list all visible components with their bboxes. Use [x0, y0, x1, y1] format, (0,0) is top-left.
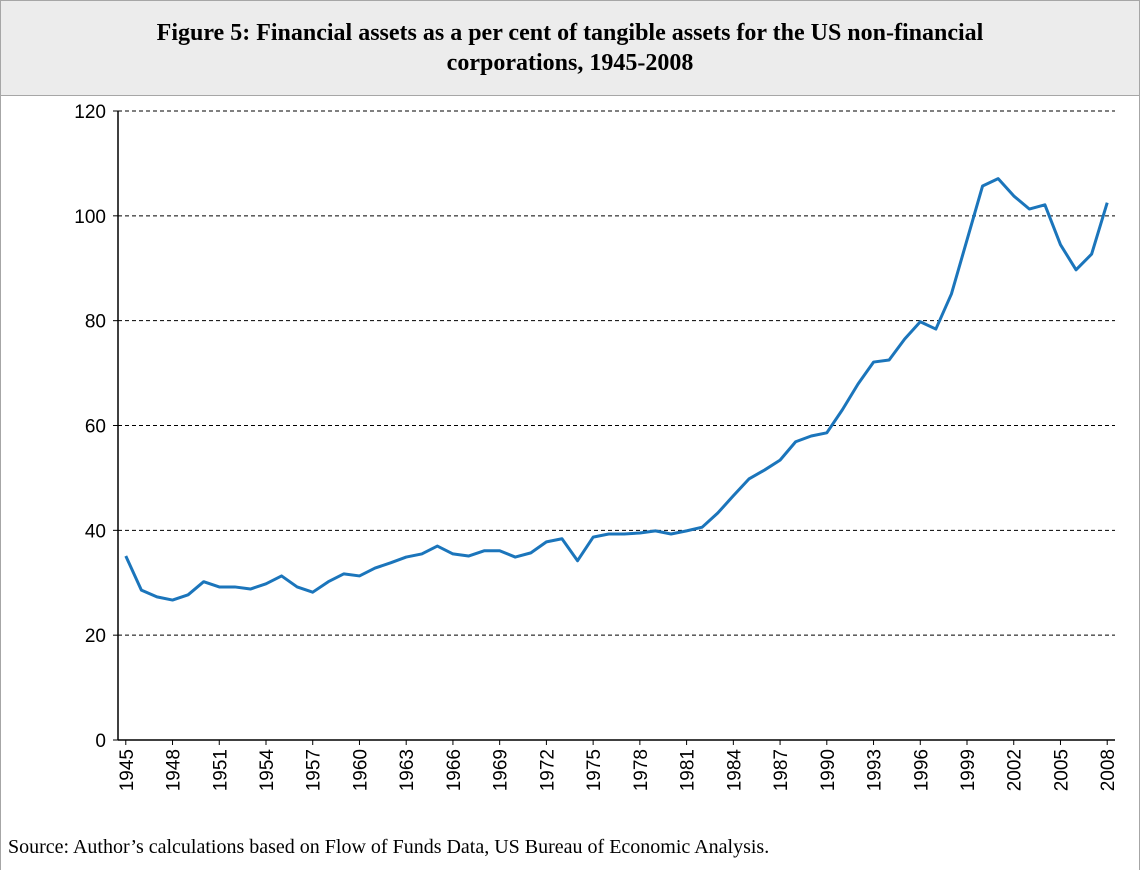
- x-tick-label: 1945: [117, 749, 138, 791]
- chart-title: Figure 5: Financial assets as a per cent…: [156, 20, 984, 76]
- x-tick-label: 1954: [257, 749, 278, 792]
- y-tick-label: 0: [95, 731, 106, 752]
- x-tick-label: 1984: [724, 749, 745, 792]
- frame: [0, 95, 1140, 870]
- x-tick-label: 1990: [818, 749, 839, 791]
- title-box: Figure 5: Financial assets as a per cent…: [0, 0, 1140, 96]
- x-tick-label: 1951: [210, 749, 231, 791]
- x-tick-label: 2002: [1005, 749, 1026, 791]
- x-tick-label: 1978: [631, 749, 652, 791]
- x-tick-label: 1966: [444, 749, 465, 791]
- x-tick-label: 1975: [584, 749, 605, 791]
- x-tick-label: 1963: [397, 749, 418, 791]
- x-tick-label: 1981: [678, 749, 699, 791]
- x-tick-label: 1999: [958, 749, 979, 791]
- x-tick-label: 1993: [865, 749, 886, 791]
- y-tick-label: 100: [74, 207, 106, 228]
- x-tick-label: 1972: [537, 749, 558, 791]
- y-tick-label: 120: [74, 102, 106, 123]
- x-tick-label: 1957: [304, 749, 325, 791]
- data-line: [124, 177, 1109, 602]
- source-note: Source: Author’s calculations based on F…: [8, 836, 770, 858]
- x-tick-label: 1969: [491, 749, 512, 791]
- x-tick-label: 1996: [911, 749, 932, 791]
- y-tick-label: 60: [85, 417, 106, 438]
- y-tick-label: 40: [85, 521, 106, 542]
- x-tick-label: 1960: [350, 749, 371, 791]
- y-tick-label: 80: [85, 312, 106, 333]
- x-tick-label: 2008: [1098, 749, 1119, 791]
- x-tick-label: 1948: [164, 749, 185, 791]
- y-tick-label: 20: [85, 626, 106, 647]
- x-tick-label: 2005: [1051, 749, 1072, 791]
- x-tick-label: 1987: [771, 749, 792, 791]
